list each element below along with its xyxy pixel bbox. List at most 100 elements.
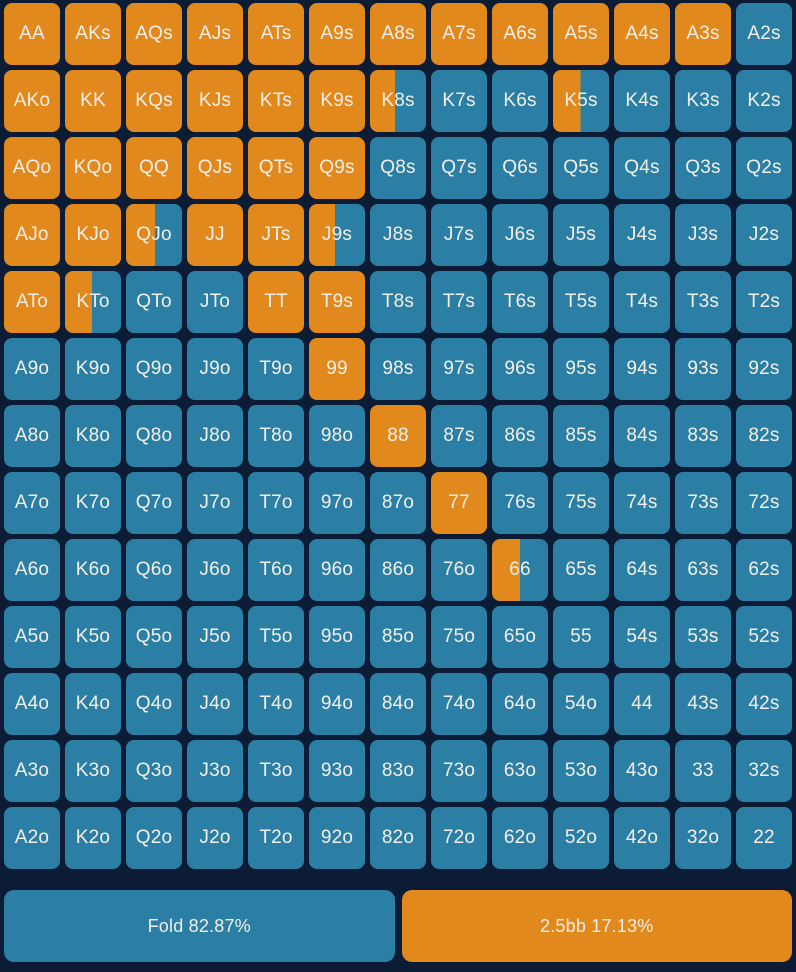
hand-cell-63o[interactable]: 63o xyxy=(492,740,548,802)
hand-cell-75o[interactable]: 75o xyxy=(431,606,487,668)
hand-cell-Q3s[interactable]: Q3s xyxy=(675,137,731,199)
hand-cell-Q9o[interactable]: Q9o xyxy=(126,338,182,400)
hand-cell-97o[interactable]: 97o xyxy=(309,472,365,534)
hand-cell-JJ[interactable]: JJ xyxy=(187,204,243,266)
hand-cell-J8s[interactable]: J8s xyxy=(370,204,426,266)
hand-cell-83s[interactable]: 83s xyxy=(675,405,731,467)
hand-cell-J5s[interactable]: J5s xyxy=(553,204,609,266)
hand-cell-Q6o[interactable]: Q6o xyxy=(126,539,182,601)
hand-cell-74o[interactable]: 74o xyxy=(431,673,487,735)
hand-cell-A3o[interactable]: A3o xyxy=(4,740,60,802)
hand-cell-T3s[interactable]: T3s xyxy=(675,271,731,333)
hand-cell-ATs[interactable]: ATs xyxy=(248,3,304,65)
hand-cell-AKs[interactable]: AKs xyxy=(65,3,121,65)
hand-cell-J5o[interactable]: J5o xyxy=(187,606,243,668)
hand-cell-93o[interactable]: 93o xyxy=(309,740,365,802)
hand-cell-ATo[interactable]: ATo xyxy=(4,271,60,333)
hand-cell-82s[interactable]: 82s xyxy=(736,405,792,467)
hand-cell-Q4o[interactable]: Q4o xyxy=(126,673,182,735)
hand-cell-J7s[interactable]: J7s xyxy=(431,204,487,266)
hand-cell-94s[interactable]: 94s xyxy=(614,338,670,400)
hand-cell-A4s[interactable]: A4s xyxy=(614,3,670,65)
hand-cell-K9s[interactable]: K9s xyxy=(309,70,365,132)
hand-cell-KJo[interactable]: KJo xyxy=(65,204,121,266)
hand-cell-K3o[interactable]: K3o xyxy=(65,740,121,802)
hand-cell-J8o[interactable]: J8o xyxy=(187,405,243,467)
hand-cell-AA[interactable]: AA xyxy=(4,3,60,65)
hand-cell-J4s[interactable]: J4s xyxy=(614,204,670,266)
hand-cell-94o[interactable]: 94o xyxy=(309,673,365,735)
hand-cell-32o[interactable]: 32o xyxy=(675,807,731,869)
hand-cell-96o[interactable]: 96o xyxy=(309,539,365,601)
hand-cell-K6o[interactable]: K6o xyxy=(65,539,121,601)
hand-cell-Q6s[interactable]: Q6s xyxy=(492,137,548,199)
hand-cell-A8o[interactable]: A8o xyxy=(4,405,60,467)
hand-cell-K7o[interactable]: K7o xyxy=(65,472,121,534)
hand-cell-98o[interactable]: 98o xyxy=(309,405,365,467)
hand-cell-Q7s[interactable]: Q7s xyxy=(431,137,487,199)
hand-cell-64s[interactable]: 64s xyxy=(614,539,670,601)
hand-cell-54s[interactable]: 54s xyxy=(614,606,670,668)
hand-cell-T5o[interactable]: T5o xyxy=(248,606,304,668)
hand-cell-T5s[interactable]: T5s xyxy=(553,271,609,333)
hand-cell-64o[interactable]: 64o xyxy=(492,673,548,735)
hand-cell-73o[interactable]: 73o xyxy=(431,740,487,802)
hand-cell-K2s[interactable]: K2s xyxy=(736,70,792,132)
hand-cell-A5s[interactable]: A5s xyxy=(553,3,609,65)
hand-cell-96s[interactable]: 96s xyxy=(492,338,548,400)
hand-cell-65s[interactable]: 65s xyxy=(553,539,609,601)
hand-cell-K8o[interactable]: K8o xyxy=(65,405,121,467)
hand-cell-QTo[interactable]: QTo xyxy=(126,271,182,333)
hand-cell-J2s[interactable]: J2s xyxy=(736,204,792,266)
hand-cell-73s[interactable]: 73s xyxy=(675,472,731,534)
hand-cell-QTs[interactable]: QTs xyxy=(248,137,304,199)
hand-cell-A7o[interactable]: A7o xyxy=(4,472,60,534)
hand-cell-83o[interactable]: 83o xyxy=(370,740,426,802)
hand-cell-J6o[interactable]: J6o xyxy=(187,539,243,601)
hand-cell-43o[interactable]: 43o xyxy=(614,740,670,802)
hand-cell-T9s[interactable]: T9s xyxy=(309,271,365,333)
hand-cell-95s[interactable]: 95s xyxy=(553,338,609,400)
hand-cell-84o[interactable]: 84o xyxy=(370,673,426,735)
hand-cell-99[interactable]: 99 xyxy=(309,338,365,400)
hand-cell-53s[interactable]: 53s xyxy=(675,606,731,668)
hand-cell-98s[interactable]: 98s xyxy=(370,338,426,400)
hand-cell-63s[interactable]: 63s xyxy=(675,539,731,601)
hand-cell-K5o[interactable]: K5o xyxy=(65,606,121,668)
hand-cell-65o[interactable]: 65o xyxy=(492,606,548,668)
hand-cell-A9s[interactable]: A9s xyxy=(309,3,365,65)
hand-cell-Q5o[interactable]: Q5o xyxy=(126,606,182,668)
hand-cell-K2o[interactable]: K2o xyxy=(65,807,121,869)
hand-cell-92o[interactable]: 92o xyxy=(309,807,365,869)
hand-cell-Q8o[interactable]: Q8o xyxy=(126,405,182,467)
hand-cell-92s[interactable]: 92s xyxy=(736,338,792,400)
hand-cell-72o[interactable]: 72o xyxy=(431,807,487,869)
hand-cell-A3s[interactable]: A3s xyxy=(675,3,731,65)
hand-cell-A6o[interactable]: A6o xyxy=(4,539,60,601)
hand-cell-43s[interactable]: 43s xyxy=(675,673,731,735)
hand-cell-J4o[interactable]: J4o xyxy=(187,673,243,735)
hand-cell-62s[interactable]: 62s xyxy=(736,539,792,601)
hand-cell-76o[interactable]: 76o xyxy=(431,539,487,601)
hand-cell-JTs[interactable]: JTs xyxy=(248,204,304,266)
hand-cell-K4o[interactable]: K4o xyxy=(65,673,121,735)
hand-cell-82o[interactable]: 82o xyxy=(370,807,426,869)
hand-cell-AQo[interactable]: AQo xyxy=(4,137,60,199)
hand-cell-J3s[interactable]: J3s xyxy=(675,204,731,266)
hand-cell-K3s[interactable]: K3s xyxy=(675,70,731,132)
hand-cell-TT[interactable]: TT xyxy=(248,271,304,333)
hand-cell-J2o[interactable]: J2o xyxy=(187,807,243,869)
hand-cell-86s[interactable]: 86s xyxy=(492,405,548,467)
hand-cell-76s[interactable]: 76s xyxy=(492,472,548,534)
hand-cell-K7s[interactable]: K7s xyxy=(431,70,487,132)
hand-cell-T6o[interactable]: T6o xyxy=(248,539,304,601)
hand-cell-QJs[interactable]: QJs xyxy=(187,137,243,199)
hand-cell-Q7o[interactable]: Q7o xyxy=(126,472,182,534)
hand-cell-62o[interactable]: 62o xyxy=(492,807,548,869)
hand-cell-KJs[interactable]: KJs xyxy=(187,70,243,132)
hand-cell-Q2s[interactable]: Q2s xyxy=(736,137,792,199)
hand-cell-AKo[interactable]: AKo xyxy=(4,70,60,132)
hand-cell-KQs[interactable]: KQs xyxy=(126,70,182,132)
hand-cell-72s[interactable]: 72s xyxy=(736,472,792,534)
raise-action-button[interactable]: 2.5bb 17.13% xyxy=(401,890,792,962)
